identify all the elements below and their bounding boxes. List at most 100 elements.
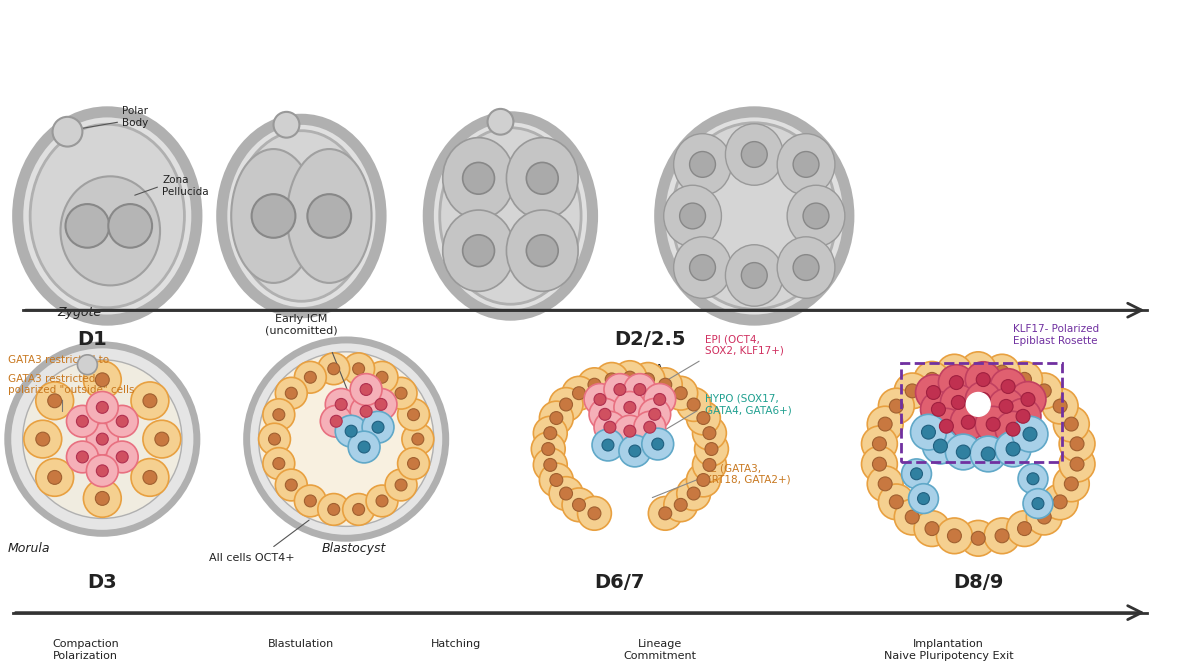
Circle shape [690, 255, 715, 281]
Circle shape [594, 411, 626, 443]
Ellipse shape [428, 117, 593, 315]
Circle shape [294, 485, 326, 517]
Circle shape [275, 377, 307, 409]
Circle shape [350, 395, 382, 427]
Text: GATA3 restricted to
polarized "outside" cells: GATA3 restricted to polarized "outside" … [7, 374, 134, 395]
Circle shape [929, 408, 965, 444]
Circle shape [402, 423, 433, 455]
Circle shape [916, 375, 952, 410]
Circle shape [868, 466, 904, 502]
Circle shape [143, 394, 157, 408]
Circle shape [688, 398, 700, 411]
Circle shape [1064, 417, 1079, 431]
Circle shape [692, 416, 726, 450]
Circle shape [995, 411, 1031, 447]
Circle shape [325, 389, 358, 420]
Circle shape [365, 389, 397, 420]
Circle shape [541, 443, 554, 456]
Circle shape [36, 458, 73, 496]
Circle shape [258, 423, 290, 455]
Text: HYPO (SOX17,
GATA4, GATA6+): HYPO (SOX17, GATA4, GATA6+) [704, 393, 791, 415]
Circle shape [868, 406, 904, 442]
Circle shape [263, 399, 295, 431]
Circle shape [642, 373, 654, 386]
Circle shape [353, 363, 365, 375]
Circle shape [1026, 499, 1062, 535]
Circle shape [952, 395, 965, 409]
Circle shape [86, 455, 119, 486]
Circle shape [107, 405, 138, 437]
Circle shape [631, 362, 665, 396]
Circle shape [1010, 382, 1046, 417]
Circle shape [956, 445, 971, 459]
Circle shape [77, 451, 89, 463]
Circle shape [108, 204, 152, 248]
Ellipse shape [787, 185, 845, 247]
Text: TE (GATA3,
KRT18, GATA2+): TE (GATA3, KRT18, GATA2+) [704, 463, 790, 484]
Circle shape [695, 432, 728, 466]
Ellipse shape [664, 185, 721, 247]
Text: Zona
Pellucida: Zona Pellucida [162, 176, 209, 197]
Circle shape [66, 441, 98, 473]
Circle shape [938, 364, 974, 401]
Circle shape [654, 393, 666, 405]
Circle shape [965, 382, 1001, 417]
Circle shape [1006, 399, 1040, 434]
Circle shape [914, 362, 950, 397]
Circle shape [674, 387, 688, 399]
Circle shape [408, 458, 420, 470]
Circle shape [926, 385, 941, 399]
Circle shape [984, 518, 1020, 553]
Circle shape [550, 411, 563, 425]
Circle shape [131, 458, 169, 496]
Circle shape [629, 445, 641, 457]
Circle shape [878, 477, 892, 491]
Circle shape [353, 503, 365, 515]
Circle shape [343, 494, 374, 525]
Circle shape [328, 363, 340, 375]
Circle shape [624, 425, 636, 437]
Circle shape [1021, 393, 1034, 407]
Circle shape [343, 353, 374, 385]
Circle shape [905, 384, 919, 398]
Circle shape [1054, 466, 1090, 502]
Circle shape [971, 362, 985, 377]
Circle shape [258, 352, 433, 527]
Circle shape [372, 421, 384, 433]
Text: EPI (OCT4,
SOX2, KLF17+): EPI (OCT4, SOX2, KLF17+) [704, 334, 784, 356]
Circle shape [1006, 422, 1020, 436]
Ellipse shape [726, 245, 784, 306]
Circle shape [960, 352, 996, 387]
Text: Morula: Morula [7, 541, 50, 555]
Circle shape [96, 465, 108, 477]
Circle shape [533, 448, 568, 482]
Circle shape [946, 434, 982, 470]
Circle shape [995, 431, 1031, 467]
Circle shape [920, 391, 956, 427]
Circle shape [335, 399, 347, 410]
Circle shape [803, 203, 829, 229]
Circle shape [1001, 380, 1015, 393]
Circle shape [648, 368, 682, 401]
Circle shape [706, 443, 718, 456]
Circle shape [688, 487, 700, 500]
Circle shape [634, 411, 666, 443]
Circle shape [24, 420, 61, 458]
Circle shape [742, 141, 767, 168]
Circle shape [84, 480, 121, 517]
Text: D2/2.5: D2/2.5 [614, 330, 685, 350]
Circle shape [613, 360, 647, 395]
Circle shape [274, 112, 299, 137]
Circle shape [1012, 416, 1048, 452]
Ellipse shape [30, 124, 185, 308]
Text: D3: D3 [88, 574, 118, 592]
Circle shape [53, 117, 83, 147]
Circle shape [385, 377, 418, 409]
Circle shape [487, 109, 514, 135]
Circle shape [305, 495, 317, 507]
Text: Early ICM
(uncomitted): Early ICM (uncomitted) [265, 314, 337, 336]
Circle shape [1007, 362, 1043, 397]
Circle shape [463, 162, 494, 194]
Circle shape [395, 387, 407, 399]
Circle shape [23, 360, 182, 519]
